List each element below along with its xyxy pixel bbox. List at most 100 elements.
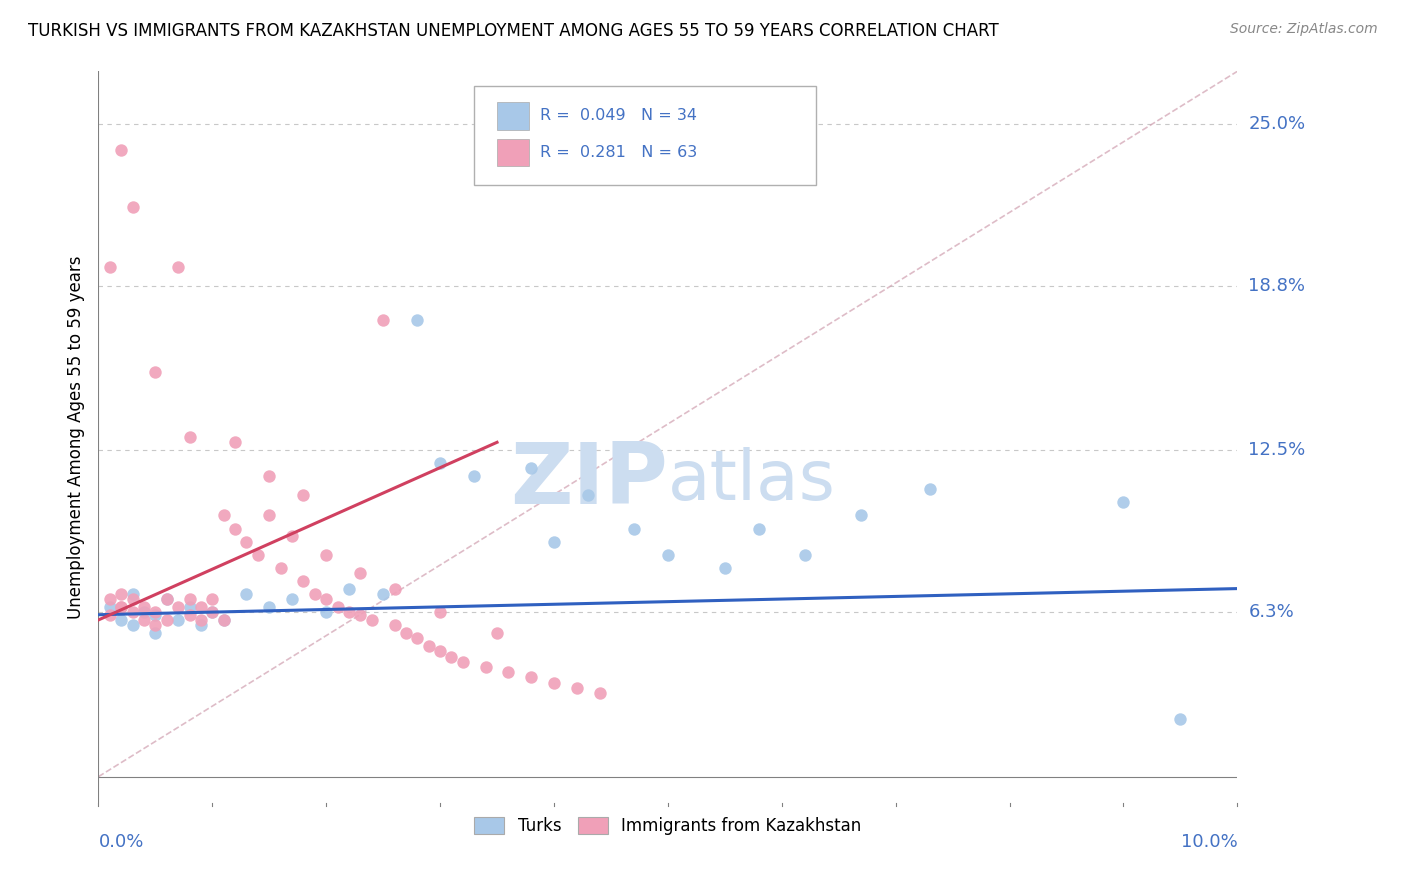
Point bbox=[259, 508, 281, 523]
Point bbox=[281, 592, 304, 607]
Point bbox=[98, 607, 121, 622]
Point bbox=[429, 644, 451, 658]
Text: R =  0.049   N = 34: R = 0.049 N = 34 bbox=[540, 109, 697, 123]
Point bbox=[384, 618, 406, 632]
Point bbox=[212, 613, 235, 627]
Point bbox=[281, 529, 304, 543]
Point bbox=[793, 548, 815, 562]
Point bbox=[657, 548, 679, 562]
Point bbox=[714, 560, 737, 574]
Point bbox=[373, 587, 395, 601]
Point bbox=[110, 613, 132, 627]
Point bbox=[440, 649, 463, 664]
Point bbox=[543, 534, 565, 549]
Y-axis label: Unemployment Among Ages 55 to 59 years: Unemployment Among Ages 55 to 59 years bbox=[66, 255, 84, 619]
Point bbox=[132, 605, 155, 619]
Point bbox=[121, 605, 143, 619]
Point bbox=[384, 582, 406, 596]
Point bbox=[395, 626, 418, 640]
Point bbox=[246, 548, 269, 562]
Point bbox=[429, 456, 451, 470]
Point bbox=[349, 566, 371, 580]
Point bbox=[565, 681, 588, 695]
Point bbox=[576, 487, 599, 501]
Text: atlas: atlas bbox=[668, 448, 835, 515]
Point bbox=[918, 483, 941, 497]
Point bbox=[588, 686, 610, 700]
Point bbox=[623, 521, 645, 535]
Point bbox=[132, 599, 155, 614]
Point bbox=[451, 655, 474, 669]
Point bbox=[201, 592, 224, 607]
Point bbox=[292, 574, 315, 588]
Point bbox=[360, 613, 382, 627]
Point bbox=[270, 560, 292, 574]
Text: 10.0%: 10.0% bbox=[1181, 833, 1237, 851]
Point bbox=[337, 582, 360, 596]
Point bbox=[463, 469, 485, 483]
Point bbox=[132, 613, 155, 627]
Point bbox=[98, 599, 121, 614]
Text: ZIP: ZIP bbox=[510, 440, 668, 523]
Point bbox=[349, 607, 371, 622]
Point bbox=[406, 632, 429, 646]
Point bbox=[167, 260, 190, 275]
Point bbox=[337, 605, 360, 619]
Point bbox=[190, 618, 212, 632]
Point bbox=[167, 613, 190, 627]
Point bbox=[292, 487, 315, 501]
FancyBboxPatch shape bbox=[498, 102, 529, 130]
Point bbox=[212, 508, 235, 523]
Point bbox=[406, 312, 429, 326]
Point bbox=[156, 592, 179, 607]
Point bbox=[145, 607, 167, 622]
Point bbox=[259, 469, 281, 483]
Point bbox=[418, 639, 440, 653]
FancyBboxPatch shape bbox=[498, 138, 529, 167]
Text: 12.5%: 12.5% bbox=[1249, 442, 1306, 459]
Point bbox=[224, 521, 246, 535]
Point bbox=[474, 660, 496, 674]
Point bbox=[98, 592, 121, 607]
Point bbox=[145, 618, 167, 632]
Point bbox=[520, 461, 543, 475]
Point bbox=[224, 435, 246, 450]
Point bbox=[110, 599, 132, 614]
Point bbox=[167, 599, 190, 614]
Text: R =  0.281   N = 63: R = 0.281 N = 63 bbox=[540, 145, 697, 160]
Point bbox=[235, 587, 257, 601]
Point bbox=[748, 521, 770, 535]
Point bbox=[259, 599, 281, 614]
Point bbox=[98, 260, 121, 275]
Text: 6.3%: 6.3% bbox=[1249, 603, 1294, 621]
Point bbox=[145, 365, 167, 379]
Point bbox=[315, 548, 337, 562]
Point bbox=[145, 605, 167, 619]
Point bbox=[486, 626, 509, 640]
Point bbox=[498, 665, 520, 680]
Text: 18.8%: 18.8% bbox=[1249, 277, 1305, 294]
Point bbox=[235, 534, 257, 549]
Point bbox=[315, 592, 337, 607]
Legend: Turks, Immigrants from Kazakhstan: Turks, Immigrants from Kazakhstan bbox=[468, 811, 868, 842]
Point bbox=[429, 605, 451, 619]
Point bbox=[121, 587, 143, 601]
Point bbox=[190, 613, 212, 627]
Text: TURKISH VS IMMIGRANTS FROM KAZAKHSTAN UNEMPLOYMENT AMONG AGES 55 TO 59 YEARS COR: TURKISH VS IMMIGRANTS FROM KAZAKHSTAN UN… bbox=[28, 22, 998, 40]
Point bbox=[201, 605, 224, 619]
Point bbox=[145, 626, 167, 640]
Point bbox=[110, 143, 132, 157]
FancyBboxPatch shape bbox=[474, 86, 815, 185]
Point bbox=[121, 200, 143, 214]
Point bbox=[1112, 495, 1135, 509]
Point bbox=[179, 599, 201, 614]
Point bbox=[851, 508, 873, 523]
Point bbox=[373, 312, 395, 326]
Point bbox=[179, 430, 201, 444]
Point bbox=[156, 613, 179, 627]
Point bbox=[315, 605, 337, 619]
Point bbox=[212, 613, 235, 627]
Point bbox=[190, 599, 212, 614]
Point bbox=[121, 618, 143, 632]
Point bbox=[121, 592, 143, 607]
